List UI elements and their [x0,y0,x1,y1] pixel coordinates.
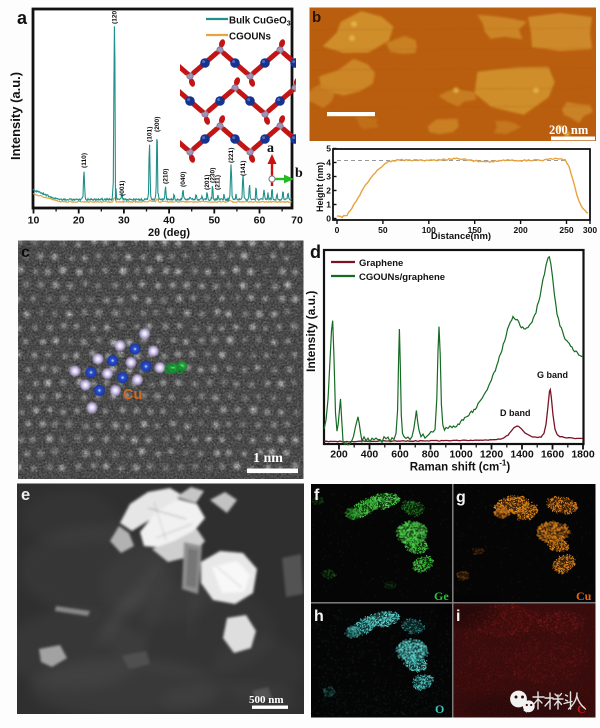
svg-text:600: 600 [391,449,409,461]
svg-text:60: 60 [254,215,266,227]
svg-text:D band: D band [500,408,531,418]
svg-text:150: 150 [468,225,482,235]
svg-text:50: 50 [208,215,220,227]
svg-text:f: f [314,487,320,504]
svg-text:Distance(nm): Distance(nm) [431,231,491,242]
svg-text:e: e [21,486,30,504]
svg-text:CGOUNs/graphene: CGOUNs/graphene [359,272,445,283]
svg-text:Ge: Ge [164,361,184,378]
svg-text:O: O [435,702,444,716]
svg-text:40: 40 [163,215,175,227]
svg-text:(040): (040) [180,172,187,187]
svg-text:h: h [314,608,324,625]
svg-text:(120): (120) [112,9,119,24]
svg-text:20: 20 [73,215,85,227]
svg-text:0: 0 [335,225,340,235]
svg-text:100: 100 [422,225,436,235]
svg-text:10: 10 [28,215,40,227]
svg-text:300: 300 [583,225,597,235]
svg-text:C: C [577,702,586,716]
svg-text:30: 30 [118,215,130,227]
svg-text:g: g [456,489,466,506]
svg-text:i: i [456,608,460,625]
svg-text:50: 50 [378,225,388,235]
svg-text:4: 4 [326,158,331,168]
svg-text:Graphene: Graphene [359,258,403,269]
svg-text:(001): (001) [119,181,126,196]
svg-text:5: 5 [326,144,331,154]
svg-text:1400: 1400 [510,449,534,461]
svg-text:(211): (211) [215,175,222,190]
svg-text:1200: 1200 [480,449,504,461]
svg-text:Ge: Ge [434,589,449,603]
svg-text:a: a [17,8,28,28]
svg-text:Intensity (a.u.): Intensity (a.u.) [304,291,318,372]
svg-text:70: 70 [291,215,303,227]
svg-text:400: 400 [361,449,379,461]
svg-text:(221): (221) [228,148,235,163]
svg-text:1600: 1600 [541,449,565,461]
svg-text:Height (nm): Height (nm) [315,162,325,212]
svg-text:200: 200 [330,449,348,461]
svg-text:(101): (101) [147,127,154,142]
svg-text:CGOUNs: CGOUNs [229,32,271,43]
svg-text:Cu: Cu [123,387,142,403]
svg-text:200: 200 [514,225,528,235]
svg-text:b: b [312,9,321,26]
svg-text:1000: 1000 [449,449,473,461]
svg-text:3: 3 [326,172,331,182]
svg-text:(110): (110) [81,153,88,168]
svg-text:d: d [310,242,321,262]
svg-text:b: b [295,166,303,181]
svg-text:c: c [21,244,30,261]
svg-text:200 nm: 200 nm [549,123,589,137]
svg-text:(230): (230) [210,168,217,183]
svg-text:1: 1 [326,200,331,210]
svg-text:250: 250 [559,225,573,235]
svg-text:Cu: Cu [576,589,592,603]
svg-text:a: a [267,141,274,156]
svg-text:1 nm: 1 nm [253,451,283,466]
svg-text:2: 2 [326,186,331,196]
svg-text:2θ (deg): 2θ (deg) [148,227,190,239]
svg-text:(200): (200) [154,117,161,132]
svg-text:(141): (141) [240,161,247,176]
svg-text:1800: 1800 [571,449,595,461]
svg-text:800: 800 [422,449,440,461]
svg-text:0: 0 [326,214,331,224]
svg-text:500 nm: 500 nm [249,694,284,706]
svg-text:Raman shift (cm-1): Raman shift (cm-1) [410,459,511,474]
svg-text:Bulk CuGeO3: Bulk CuGeO3 [229,16,291,28]
svg-text:Intensity (a.u.): Intensity (a.u.) [8,72,23,160]
svg-text:G band: G band [537,370,568,380]
svg-text:(210): (210) [163,169,170,184]
svg-text:(201): (201) [204,175,211,190]
